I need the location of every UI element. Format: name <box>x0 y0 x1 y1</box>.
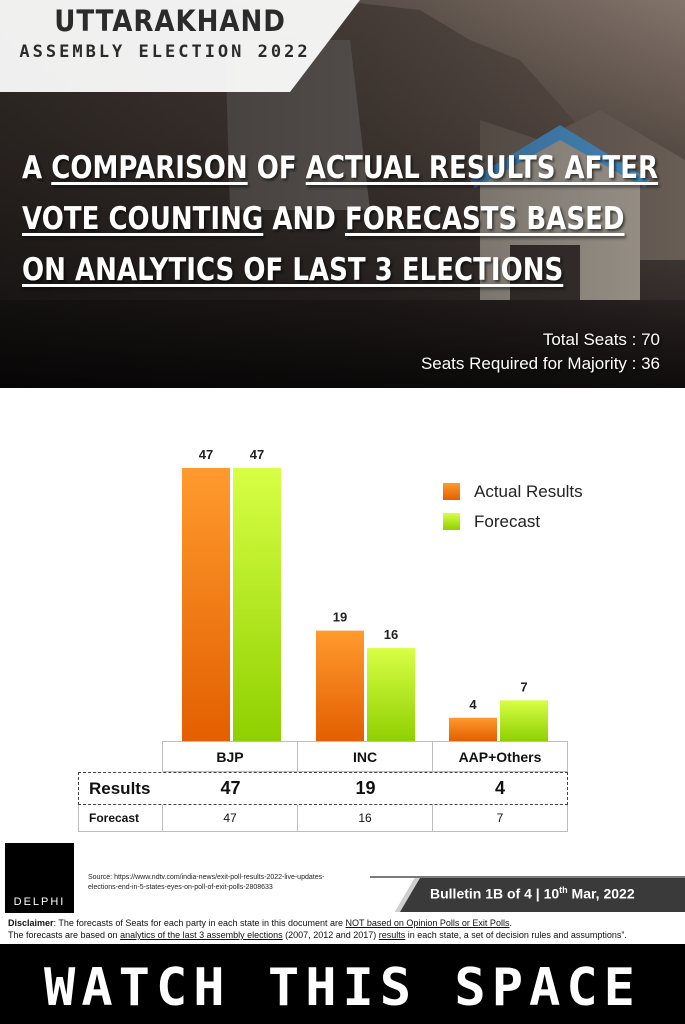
headline: A COMPARISON OF ACTUAL RESULTS AFTER VOT… <box>22 143 658 296</box>
title-plate <box>0 0 360 92</box>
headline-segment: OF <box>247 150 306 186</box>
bulletin-banner <box>370 876 685 912</box>
bar-inc-forecast <box>367 648 415 741</box>
source-line-1: Source: https://www.ndtv.com/india-news/… <box>88 874 325 881</box>
table-row-results: Results 47 19 4 <box>78 772 568 805</box>
results-inc: 19 <box>355 778 376 798</box>
bar-bjp-forecast <box>233 468 281 741</box>
watch-banner <box>0 944 685 1024</box>
headline-segment: A <box>22 150 52 186</box>
headline-segment: COMPARISON <box>51 150 248 186</box>
forecast-inc: 16 <box>297 805 432 832</box>
results-aap-others: 4 <box>494 778 505 798</box>
election-subtitle: ASSEMBLY ELECTION 2022 <box>19 42 311 62</box>
headline-segment: VOTE COUNTING <box>22 201 264 237</box>
headline-segment: FORECASTS BASED <box>344 201 625 237</box>
seat-info: Total Seats : 70 Seats Required for Majo… <box>421 328 660 376</box>
bar-value-label: 47 <box>250 447 264 462</box>
table-header-row: BJP INC AAP+Others <box>162 741 568 772</box>
bar-aap-others-actual <box>449 717 497 741</box>
bar-aap-others-forecast <box>500 700 548 741</box>
source-line-2: elections-end-in-5-states-eyes-on-poll-o… <box>88 884 273 891</box>
state-title: UTTARAKHAND <box>54 4 286 38</box>
legend-label-actual: Actual Results <box>474 482 583 501</box>
watch-this-space: WATCH THIS SPACE <box>44 958 641 1018</box>
disclaimer-text-2c: (2007, 2012 and 2017) <box>282 930 379 940</box>
bar-value-label: 16 <box>384 627 398 642</box>
results-bjp: 47 <box>220 778 241 798</box>
logo-text: DELPHI <box>13 896 66 908</box>
results-label: Results <box>89 778 151 798</box>
source-citation: Source: https://www.ndtv.com/india-news/… <box>88 873 388 893</box>
headline-segment: ACTUAL RESULTS AFTER <box>305 150 659 186</box>
disclaimer-text-2a: The forecasts are based on <box>8 930 121 940</box>
header-banner: UTTARAKHAND ASSEMBLY ELECTION 2022 A COM… <box>0 0 685 388</box>
disclaimer-text-1b: NOT based on Opinion Polls or Exit Polls <box>345 918 510 928</box>
bar-value-label: 7 <box>520 679 527 694</box>
legend-label-forecast: Forecast <box>474 512 540 531</box>
headline-line-2: VOTE COUNTING AND FORECASTS BASED <box>22 194 624 245</box>
bar-value-label: 4 <box>469 697 477 712</box>
disclaimer-line-1: Disclaimer: The forecasts of Seats for e… <box>8 917 680 929</box>
disclaimer-line-2: The forecasts are based on analytics of … <box>8 929 680 941</box>
forecast-label: Forecast <box>78 805 162 832</box>
bar-value-label: 19 <box>333 610 347 625</box>
bar-bjp-actual <box>182 468 230 741</box>
disclaimer-label: Disclaimer <box>8 918 54 928</box>
bulletin-sup: th <box>559 885 568 895</box>
table-row-forecast: Forecast 47 16 7 <box>78 805 568 832</box>
disclaimer-text-2e: in each state, a set of decision rules a… <box>405 930 627 940</box>
disclaimer-text-1a: : The forecasts of Seats for each party … <box>53 918 346 928</box>
legend-swatch-forecast <box>443 513 460 530</box>
table-header-bjp: BJP <box>162 741 297 772</box>
headline-line-1: A COMPARISON OF ACTUAL RESULTS AFTER <box>22 143 658 194</box>
headline-line-3: ON ANALYTICS OF LAST 3 ELECTIONS <box>22 245 563 296</box>
bulletin-prefix: Bulletin 1B of 4 | 10 <box>430 885 560 902</box>
headline-segment: ON ANALYTICS OF LAST 3 ELECTIONS <box>22 252 564 288</box>
bar-inc-actual <box>316 630 364 741</box>
majority-seats: Seats Required for Majority : 36 <box>420 354 660 373</box>
delphi-logo: DELPHI <box>5 843 74 913</box>
table-header-aap-others: AAP+Others <box>432 741 568 772</box>
disclaimer-text-2b: analytics of the last 3 assembly electio… <box>120 930 283 940</box>
bar-value-label: 47 <box>199 447 213 462</box>
headline-segment: AND <box>263 201 345 237</box>
table-header-inc: INC <box>297 741 432 772</box>
disclaimer: Disclaimer: The forecasts of Seats for e… <box>8 917 680 941</box>
bulletin-info: Bulletin 1B of 4 | 10th Mar, 2022 <box>430 885 635 902</box>
legend: Actual Results Forecast <box>443 482 583 531</box>
forecast-bjp: 47 <box>162 805 297 832</box>
bulletin-suffix: Mar, 2022 <box>567 885 635 902</box>
total-seats: Total Seats : 70 <box>542 330 660 349</box>
disclaimer-text-1c: . <box>509 918 512 928</box>
forecast-aap-others: 7 <box>432 805 568 832</box>
legend-swatch-actual <box>443 483 460 500</box>
disclaimer-text-2d: results <box>378 930 406 940</box>
